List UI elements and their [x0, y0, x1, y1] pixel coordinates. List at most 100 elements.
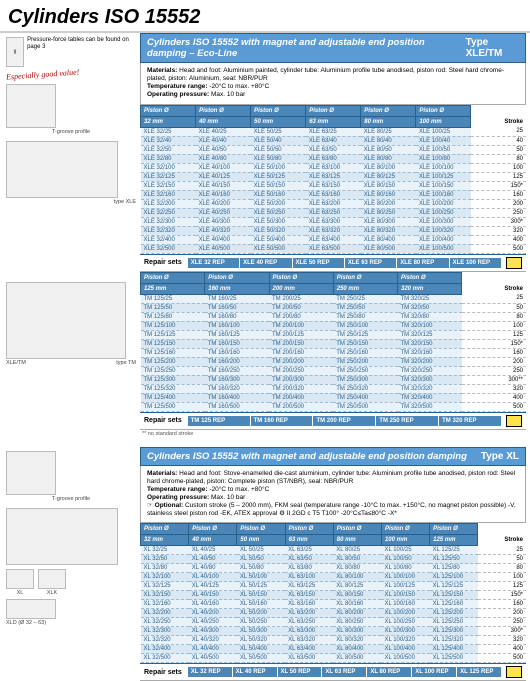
table-xle: Piston ØPiston ØPiston ØPiston ØPiston Ø…: [140, 105, 526, 254]
stroke-cell: 100: [471, 163, 526, 172]
col-header-size: 80 mm: [333, 535, 381, 546]
part-number-cell: XLE 32/160: [141, 190, 196, 199]
part-number-cell: TM 200/300: [269, 375, 333, 384]
col-header-stroke: Stroke: [471, 116, 526, 127]
part-number-cell: TM 320/250: [398, 366, 462, 375]
stroke-cell: 300*: [478, 627, 526, 636]
part-number-cell: XL 32/500: [141, 654, 189, 663]
part-number-cell: TM 320/125: [398, 330, 462, 339]
col-header-piston: Piston Ø: [381, 524, 429, 535]
col-header-piston: Piston Ø: [333, 272, 397, 283]
part-number-cell: XL 100/150: [381, 591, 429, 600]
part-number-cell: XL 32/250: [141, 618, 189, 627]
part-number-cell: XL 40/320: [189, 636, 237, 645]
col-header-piston: Piston Ø: [251, 105, 306, 116]
part-number-cell: XL 50/50: [237, 555, 285, 564]
part-number-cell: XLE 63/300: [306, 217, 361, 226]
part-number-cell: XL 125/400: [430, 645, 478, 654]
part-number-cell: XLE 32/125: [141, 172, 196, 181]
part-number-cell: XL 100/100: [381, 573, 429, 582]
stroke-cell: 400: [471, 235, 526, 244]
part-number-cell: XLE 50/200: [251, 199, 306, 208]
block2-title: Cylinders ISO 15552 with magnet and adju…: [147, 451, 467, 462]
repair-row-xle: Repair sets XLE 32 REPXLE 40 REPXLE 50 R…: [140, 254, 526, 272]
part-number-cell: XL 80/320: [333, 636, 381, 645]
part-number-cell: TM 160/500: [205, 402, 269, 411]
part-number-cell: XLE 40/320: [196, 226, 251, 235]
part-number-cell: TM 320/80: [398, 312, 462, 321]
stroke-cell: 100: [478, 573, 526, 582]
part-number-cell: XLE 100/250: [416, 208, 471, 217]
part-number-cell: XLE 40/50: [196, 145, 251, 154]
stroke-cell: 160: [471, 190, 526, 199]
part-number-cell: XL 63/160: [285, 600, 333, 609]
part-number-cell: XLE 32/80: [141, 154, 196, 163]
table-xl: Piston ØPiston ØPiston ØPiston ØPiston Ø…: [140, 523, 526, 663]
part-number-cell: XLE 80/50: [361, 145, 416, 154]
stroke-cell: 50: [462, 303, 526, 312]
part-number-cell: XL 125/300: [430, 627, 478, 636]
part-number-cell: XLE 50/250: [251, 208, 306, 217]
part-number-cell: XL 32/200: [141, 609, 189, 618]
part-number-cell: XL 63/250: [285, 618, 333, 627]
part-number-cell: XL 80/300: [333, 627, 381, 636]
stroke-cell: 150*: [462, 339, 526, 348]
part-number-cell: XL 63/150: [285, 591, 333, 600]
part-number-cell: XLE 63/40: [306, 136, 361, 145]
stroke-cell: 500: [462, 402, 526, 411]
repair-icon: [506, 666, 522, 678]
part-number-cell: TM 250/125: [333, 330, 397, 339]
part-number-cell: XL 125/25: [430, 546, 478, 555]
col-header-size: 40 mm: [189, 535, 237, 546]
repair-set-cell: XL 50 REP: [278, 667, 322, 677]
part-number-cell: XLE 32/100: [141, 163, 196, 172]
col-header-piston: Piston Ø: [205, 272, 269, 283]
repair-set-cell: TM 250 REP: [376, 416, 438, 426]
part-number-cell: XL 100/50: [381, 555, 429, 564]
part-number-cell: XLE 100/500: [416, 244, 471, 253]
part-number-cell: XLE 50/100: [251, 163, 306, 172]
part-number-cell: XL 100/25: [381, 546, 429, 555]
part-number-cell: TM 200/150: [269, 339, 333, 348]
part-number-cell: XL 40/25: [189, 546, 237, 555]
part-number-cell: TM 160/80: [205, 312, 269, 321]
part-number-cell: XL 63/500: [285, 654, 333, 663]
col-header-stroke: Stroke: [462, 283, 526, 294]
part-number-cell: TM 160/150: [205, 339, 269, 348]
part-number-cell: XL 63/50: [285, 555, 333, 564]
icon-pressure-table: ▮: [6, 37, 24, 67]
part-number-cell: TM 250/250: [333, 366, 397, 375]
part-number-cell: XLE 40/150: [196, 181, 251, 190]
col-header-size: 320 mm: [398, 283, 462, 294]
caption-tgroove-2: T-groove profile: [6, 496, 136, 502]
part-number-cell: XLE 32/50: [141, 145, 196, 154]
repair-set-cell: TM 200 REP: [313, 416, 375, 426]
part-number-cell: XLE 100/300: [416, 217, 471, 226]
part-number-cell: XL 50/400: [237, 645, 285, 654]
caption-tgroove: T-groove profile: [6, 129, 136, 135]
part-number-cell: XL 32/80: [141, 564, 189, 573]
part-number-cell: XLE 100/150: [416, 181, 471, 190]
part-number-cell: XL 50/500: [237, 654, 285, 663]
col-header-piston: Piston Ø: [141, 105, 196, 116]
repair-set-cell: XL 40 REP: [233, 667, 277, 677]
image-type-xl: [6, 508, 118, 565]
stroke-cell: 25: [478, 546, 526, 555]
part-number-cell: XLE 40/40: [196, 136, 251, 145]
block2-header: Cylinders ISO 15552 with magnet and adju…: [140, 447, 526, 466]
part-number-cell: XL 100/80: [381, 564, 429, 573]
repair-set-cell: XL 80 REP: [367, 667, 411, 677]
part-number-cell: XLE 100/40: [416, 136, 471, 145]
part-number-cell: TM 125/160: [141, 348, 205, 357]
part-number-cell: XLE 50/25: [251, 127, 306, 136]
image-xld-outline: [6, 599, 56, 619]
part-number-cell: TM 125/320: [141, 384, 205, 393]
page-title: Cylinders ISO 15552: [0, 0, 530, 33]
part-number-cell: XLE 100/25: [416, 127, 471, 136]
caption-xle-tm: XLE/TM: [6, 360, 26, 366]
part-number-cell: TM 160/320: [205, 384, 269, 393]
part-number-cell: TM 125/400: [141, 393, 205, 402]
part-number-cell: XL 63/300: [285, 627, 333, 636]
part-number-cell: XLE 50/50: [251, 145, 306, 154]
caption-type-tm: type TM: [116, 360, 136, 366]
